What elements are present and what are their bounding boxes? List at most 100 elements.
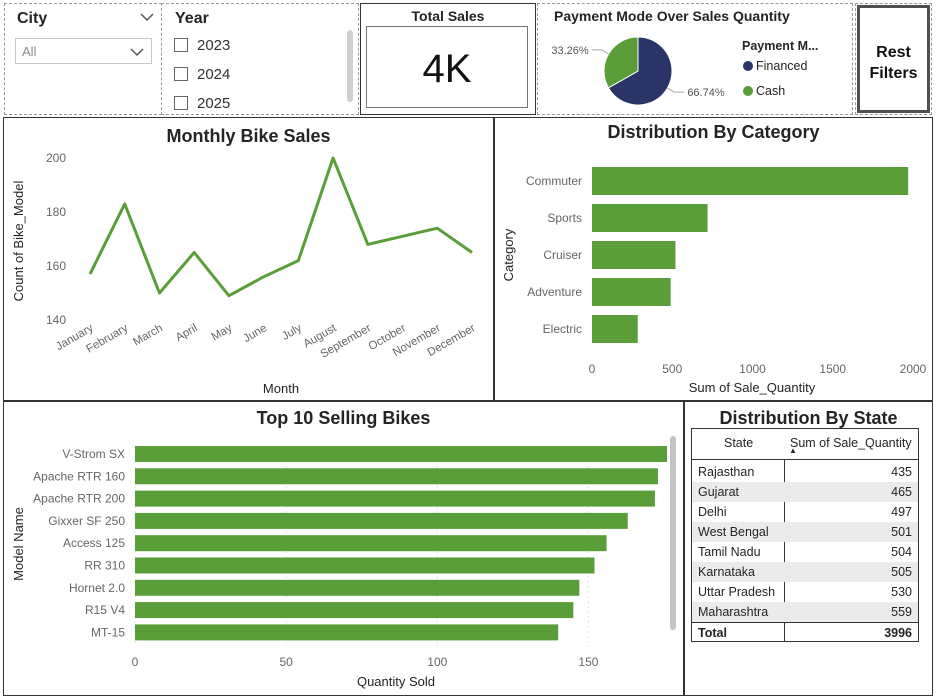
x-tick-label: 50 (279, 655, 293, 669)
y-tick-label: Commuter (526, 174, 582, 188)
bar (592, 167, 909, 195)
top-bikes-scrollbar[interactable] (670, 436, 676, 630)
bar (592, 241, 676, 269)
legend-marker-cash (743, 86, 753, 96)
state-name: Karnataka (698, 565, 755, 579)
bar (135, 468, 658, 485)
x-tick-label: 0 (589, 362, 596, 376)
bar (135, 624, 559, 641)
legend-marker-financed (743, 61, 753, 71)
legend-label-cash: Cash (756, 84, 785, 98)
state-sale-quantity: 497 (891, 505, 912, 519)
state-table-header: State Sum of Sale_Quantity ▲ (692, 429, 918, 460)
year-option-label: 2023 (197, 36, 231, 54)
year-option-2025[interactable]: 2025 (174, 92, 230, 114)
state-table-row: Delhi 497 (692, 502, 918, 522)
y-tick-label: Apache RTR 160 (33, 469, 125, 483)
x-axis-label: Sum of Sale_Quantity (689, 380, 816, 395)
x-tick-label: 2000 (900, 362, 927, 376)
state-table-row: West Bengal 501 (692, 522, 918, 542)
y-tick-label: Electric (543, 322, 582, 336)
state-sale-quantity: 505 (891, 565, 912, 579)
state-table-row: Rajasthan 435 (692, 462, 918, 482)
bar (592, 315, 638, 343)
state-table-row: Uttar Pradesh 530 (692, 582, 918, 602)
year-option-2023[interactable]: 2023 (174, 34, 230, 56)
header-sum-sale-quantity[interactable]: Sum of Sale_Quantity (790, 436, 912, 450)
y-tick-label: 160 (46, 259, 66, 273)
city-slicer-title: City (17, 10, 48, 27)
y-tick-label: RR 310 (84, 559, 125, 573)
total-sales-value: 4K (422, 47, 472, 91)
year-option-2024[interactable]: 2024 (174, 63, 230, 85)
bar (135, 602, 574, 619)
total-value: 3996 (884, 626, 912, 640)
year-slicer-scrollbar[interactable] (347, 30, 353, 102)
total-sales-title: Total Sales (411, 8, 485, 24)
pie-leader-line (591, 49, 609, 55)
header-state[interactable]: State (724, 436, 754, 450)
bar (135, 446, 668, 462)
top-bikes-panel: Top 10 Selling Bikes 0 50 100 150 V-Strom SX… (3, 401, 684, 696)
y-axis-label: Category (501, 228, 516, 281)
reset-filters-label-line1: Rest (876, 44, 911, 61)
monthly-sales-panel: Monthly Bike Sales 140 160 180 200 January Fe… (3, 117, 494, 401)
sort-ascending-icon[interactable]: ▲ (789, 446, 797, 455)
monthly-sales-title: Monthly Bike Sales (166, 126, 331, 146)
x-tick-label: May (210, 322, 235, 343)
y-axis-label: Model Name (11, 507, 26, 581)
year-option-label: 2024 (197, 65, 231, 83)
pie-data-label: 33.26% (551, 45, 589, 57)
state-sale-quantity: 504 (891, 545, 912, 559)
chevron-down-icon (130, 48, 144, 57)
total-sales-card: Total Sales 4K (360, 3, 536, 115)
category-title: Distribution By Category (607, 122, 820, 142)
y-tick-label: Adventure (527, 285, 582, 299)
payment-pie-chart: 66.74% 33.26% Payment M... Financed Cash (551, 36, 818, 106)
y-tick-label: Sports (547, 211, 582, 225)
state-sale-quantity: 501 (891, 525, 912, 539)
city-slicer: City All (4, 3, 162, 115)
city-collapse-chevron-icon[interactable] (139, 9, 155, 25)
state-name: West Bengal (698, 525, 769, 539)
bar (135, 512, 628, 529)
state-sale-quantity: 465 (891, 485, 912, 499)
y-tick-label: 200 (46, 151, 66, 165)
x-tick-label: 150 (578, 655, 598, 669)
bar (135, 535, 607, 552)
category-panel: Distribution By Category 0 500 1000 1500 200… (494, 117, 933, 401)
total-sales-value-box: 4K (366, 26, 528, 108)
state-table-panel: Distribution By State State Sum of Sale_… (684, 401, 933, 696)
state-table-row: Tamil Nadu 504 (692, 542, 918, 562)
state-table-row: Karnataka 505 (692, 562, 918, 582)
y-tick-label: V-Strom SX (62, 447, 125, 461)
payment-mode-panel: Payment Mode Over Sales Quantity 66.74% 3… (537, 3, 853, 115)
bar (592, 278, 671, 306)
category-bar-chart: 0 500 1000 1500 2000 Commuter Sports Cruiser Adv… (501, 167, 927, 395)
pie-slice-financed (607, 36, 673, 106)
checkbox[interactable] (174, 96, 188, 110)
x-tick-label: 100 (427, 655, 447, 669)
reset-filters-label-line2: Filters (869, 65, 918, 82)
city-dropdown[interactable]: All (15, 38, 152, 64)
y-tick-label: 180 (46, 205, 66, 219)
x-axis-label: Month (263, 381, 299, 396)
reset-filters-frame[interactable]: Rest Filters (857, 5, 930, 113)
state-table-row: Maharashtra 559 (692, 602, 918, 622)
x-tick-label: April (174, 322, 200, 344)
year-slicer: Year 2023 2024 2025 (161, 3, 359, 115)
y-axis-label: Count of Bike_Model (11, 181, 26, 302)
state-name: Maharashtra (698, 605, 769, 619)
state-table-divider (784, 459, 785, 641)
checkbox[interactable] (174, 67, 188, 81)
reset-filters-button[interactable]: Rest Filters (855, 3, 932, 115)
checkbox[interactable] (174, 38, 188, 52)
line-series (88, 156, 473, 298)
state-name: Gujarat (698, 485, 739, 499)
state-table-total-row: Total 3996 (692, 622, 918, 643)
bar (135, 557, 595, 574)
state-table-title: Distribution By State (719, 408, 898, 428)
bar (135, 490, 655, 507)
year-option-label: 2025 (197, 94, 231, 112)
